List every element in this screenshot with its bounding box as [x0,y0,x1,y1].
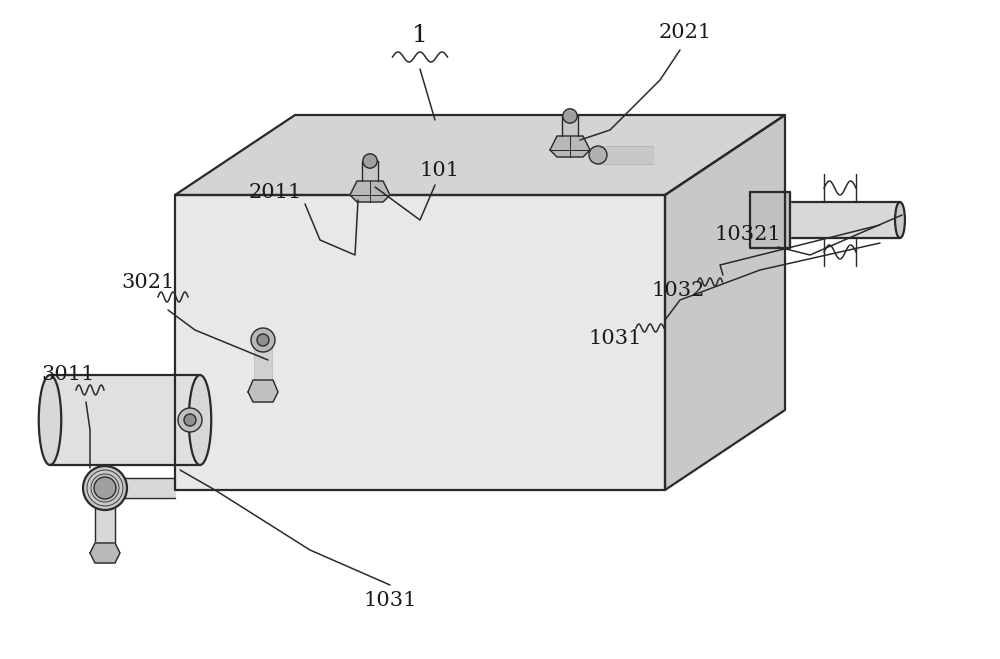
Circle shape [563,109,577,123]
Polygon shape [248,380,278,402]
Text: 1: 1 [412,24,428,47]
Polygon shape [50,375,200,465]
Ellipse shape [39,375,61,465]
Polygon shape [175,195,665,490]
Polygon shape [550,136,590,157]
Text: 3021: 3021 [121,273,175,291]
Polygon shape [598,147,653,163]
Circle shape [94,477,116,499]
Polygon shape [95,500,115,553]
Text: 2011: 2011 [248,183,302,202]
Circle shape [184,414,196,426]
Circle shape [589,146,607,164]
Text: 10321: 10321 [715,225,781,244]
Circle shape [257,334,269,346]
Polygon shape [350,181,390,202]
Circle shape [178,408,202,432]
Circle shape [363,154,377,168]
Polygon shape [362,161,378,181]
Polygon shape [665,115,785,490]
Circle shape [251,328,275,352]
Text: 1031: 1031 [588,328,642,347]
Ellipse shape [189,375,211,465]
Polygon shape [90,543,120,563]
Polygon shape [750,192,790,248]
Polygon shape [175,115,785,195]
Text: 2021: 2021 [658,22,712,42]
Text: 3011: 3011 [41,366,95,384]
Polygon shape [255,340,271,390]
Polygon shape [562,116,578,136]
Polygon shape [117,478,175,498]
Text: 1032: 1032 [651,281,705,299]
Polygon shape [785,202,900,238]
Text: 101: 101 [420,161,460,179]
Circle shape [83,466,127,510]
Text: 1031: 1031 [363,590,417,610]
Ellipse shape [895,202,905,238]
